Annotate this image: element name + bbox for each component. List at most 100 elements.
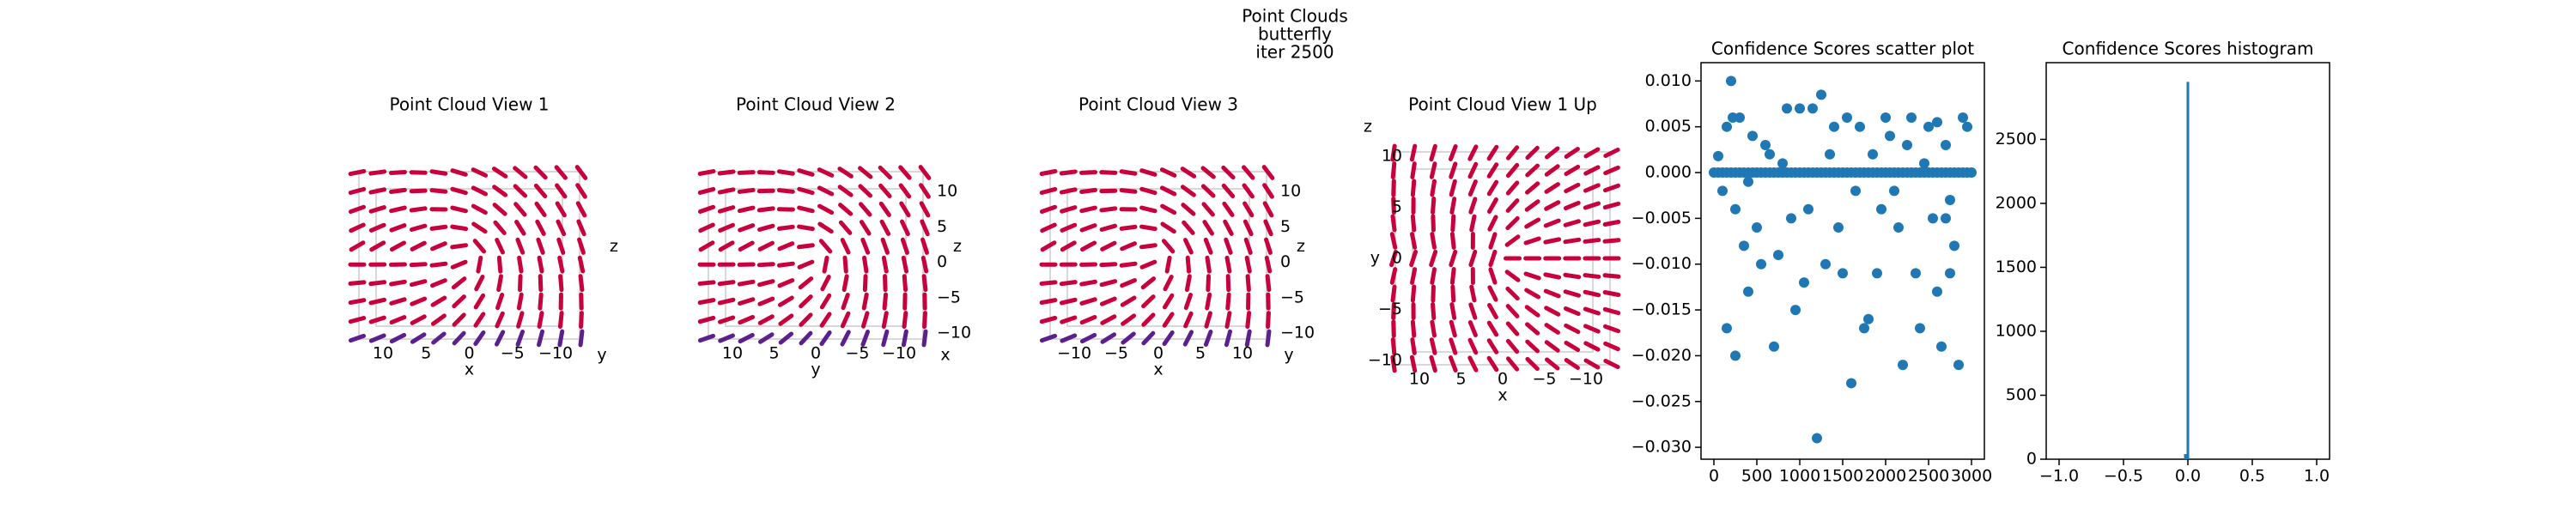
point-cloud-stroke (1202, 220, 1214, 236)
point-cloud-stroke (797, 259, 815, 270)
point-cloud-stroke (799, 312, 813, 327)
point-cloud-stroke (1100, 240, 1117, 251)
point-cloud-stroke (757, 223, 775, 232)
point-cloud-stroke (450, 243, 469, 250)
point-cloud-stroke (1543, 288, 1561, 299)
point-cloud-stroke (1060, 315, 1078, 324)
point-cloud-stroke (516, 292, 524, 311)
point-cloud-stroke (817, 185, 835, 197)
x-tick-label: 10 (1409, 370, 1430, 389)
point-cloud-stroke (1182, 238, 1194, 255)
point-cloud-stroke (698, 222, 715, 233)
point-cloud-stroke (537, 311, 544, 329)
point-cloud-stroke (471, 167, 489, 178)
point-cloud-stroke (819, 293, 832, 310)
point-cloud-stroke (1139, 259, 1157, 270)
point-cloud-stroke (1602, 273, 1621, 279)
x-tick-label: 10 (1232, 344, 1253, 363)
point-cloud-stroke (697, 204, 716, 215)
point-cloud-stroke (1139, 243, 1157, 250)
point-cloud-stroke (860, 237, 871, 255)
point-cloud-stroke (1390, 337, 1397, 355)
point-cloud-stroke (1099, 223, 1118, 232)
point-cloud-stroke (862, 274, 868, 293)
point-cloud-stroke (817, 167, 835, 178)
point-cloud-stroke (558, 274, 564, 293)
point-cloud-stroke (1060, 222, 1078, 233)
point-cloud-stroke (513, 202, 527, 217)
x-tick-label: 2000 (1865, 467, 1906, 486)
point-cloud-stroke (429, 169, 448, 176)
point-cloud-stroke (1203, 237, 1213, 255)
scatter-point (1872, 268, 1882, 279)
panel-title: Point Cloud View 3 (1078, 94, 1238, 115)
point-cloud-stroke (1266, 311, 1271, 330)
point-cloud-stroke (368, 315, 386, 324)
point-cloud-stroke (516, 311, 525, 329)
scatter-point (1833, 222, 1844, 233)
point-cloud-stroke (1486, 162, 1499, 179)
point-cloud-stroke (697, 333, 716, 343)
point-cloud-stroke (1504, 234, 1521, 247)
point-cloud-stroke (883, 274, 888, 293)
z-axis-label: z (953, 237, 962, 256)
point-cloud-stroke (1162, 312, 1175, 328)
point-cloud-stroke (1389, 232, 1398, 250)
z-tick-label: 0 (937, 252, 947, 271)
point-cloud-stroke (838, 220, 853, 235)
point-cloud-stroke (776, 224, 795, 231)
point-cloud-stroke (1265, 274, 1272, 293)
point-cloud-stroke (858, 184, 873, 198)
scatter-point (1786, 213, 1796, 224)
point-cloud-stroke (840, 330, 851, 347)
point-cloud-stroke (1205, 255, 1212, 274)
point-cloud-stroke (1545, 146, 1560, 160)
point-cloud-stroke (798, 276, 814, 290)
point-cloud-stroke (1164, 255, 1172, 274)
point-cloud-stroke (837, 185, 854, 197)
point-cloud-stroke (756, 206, 775, 213)
point-cloud-stroke (1221, 183, 1236, 199)
point-cloud-stroke (901, 255, 908, 274)
point-cloud-stroke (881, 329, 890, 348)
point-cloud-stroke (1486, 338, 1499, 354)
point-cloud-stroke (1583, 358, 1601, 370)
point-cloud-stroke (878, 165, 892, 180)
point-cloud-stroke (1563, 272, 1582, 280)
x-tick-label: 10 (722, 344, 743, 363)
point-cloud-stroke (797, 243, 815, 250)
scatter-point (1868, 148, 1878, 160)
point-cloud-stroke (837, 167, 854, 179)
point-cloud-stroke (797, 186, 815, 196)
point-cloud-stroke (410, 296, 428, 306)
point-cloud-stroke (1449, 161, 1458, 179)
point-cloud-stroke (1059, 297, 1078, 306)
point-cloud-stroke (860, 330, 871, 347)
point-cloud-stroke (1039, 280, 1058, 286)
point-cloud-stroke (1120, 241, 1137, 251)
point-cloud-stroke (557, 311, 564, 330)
point-cloud-stroke (902, 274, 908, 293)
point-cloud-stroke (429, 224, 448, 231)
point-cloud-stroke (819, 330, 832, 347)
point-cloud-stroke (1602, 183, 1621, 193)
point-cloud-stroke (579, 311, 584, 330)
point-cloud-stroke (348, 333, 367, 343)
point-cloud-stroke (1429, 249, 1438, 268)
point-cloud-stroke (859, 220, 872, 236)
axis-pane (1049, 171, 1267, 340)
y-axis-label: x (940, 346, 950, 365)
point-cloud-stroke (1603, 358, 1620, 370)
point-cloud-stroke (1525, 339, 1540, 354)
x-axis-label: x (465, 360, 474, 379)
y-tick-label: 500 (2006, 385, 2037, 404)
point-cloud-stroke (1544, 200, 1561, 211)
point-cloud-stroke (514, 220, 526, 236)
scatter-point (1889, 185, 1899, 197)
point-cloud-stroke (1467, 337, 1479, 355)
scatter-point (1949, 240, 1959, 251)
scatter-point (1799, 277, 1809, 288)
point-cloud-stroke (409, 279, 428, 288)
x-tick-label: −5 (845, 344, 869, 363)
point-cloud-stroke (1525, 356, 1540, 372)
